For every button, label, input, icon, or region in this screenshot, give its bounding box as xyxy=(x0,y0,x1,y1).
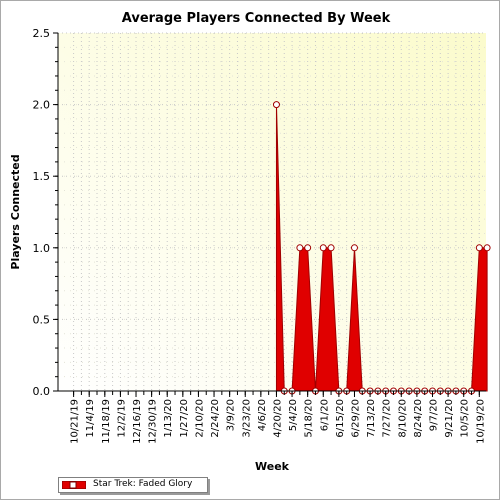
x-axis-label: Week xyxy=(255,460,290,473)
y-axis-label: Players Connected xyxy=(9,154,22,269)
y-tick-label: 0.5 xyxy=(33,313,51,326)
legend: Star Trek: Faded Glory xyxy=(58,477,208,493)
x-tick-label: 11/4/19 xyxy=(85,399,96,438)
x-tick-label: 3/9/20 xyxy=(226,399,237,431)
x-tick-label: 11/18/19 xyxy=(101,399,112,444)
x-tick-label: 8/10/20 xyxy=(397,399,408,438)
x-tick-label: 2/10/20 xyxy=(194,399,205,438)
y-tick-label: 2.0 xyxy=(33,99,51,112)
data-point-marker xyxy=(319,244,327,252)
x-tick-label: 10/21/19 xyxy=(70,399,81,444)
x-tick-label: 1/27/20 xyxy=(179,399,190,438)
y-axis-ticks: 0.0 0.5 1.0 1.5 2.0 2.5 xyxy=(33,27,58,398)
data-point-marker xyxy=(327,244,335,252)
x-tick-label: 6/15/20 xyxy=(335,399,346,438)
x-tick-label: 5/18/20 xyxy=(304,399,315,438)
y-tick-label: 1.0 xyxy=(33,242,51,255)
x-tick-label: 9/21/20 xyxy=(444,399,455,438)
x-axis-ticks: 10/21/19 11/4/19 11/18/19 12/2/19 12/16/19 12… xyxy=(70,391,486,444)
data-point-marker xyxy=(483,244,491,252)
data-point-marker xyxy=(475,244,483,252)
x-tick-label: 6/1/20 xyxy=(319,399,330,431)
y-tick-label: 1.5 xyxy=(33,170,51,183)
data-point-marker xyxy=(296,244,304,252)
x-tick-label: 12/2/19 xyxy=(116,399,127,438)
legend-swatch xyxy=(62,481,86,489)
x-tick-label: 12/16/19 xyxy=(132,399,143,444)
x-tick-label: 6/29/20 xyxy=(350,399,361,438)
chart-title: Average Players Connected By Week xyxy=(122,11,391,26)
x-tick-label: 10/19/20 xyxy=(475,399,486,444)
axes xyxy=(57,33,486,392)
x-tick-label: 8/24/20 xyxy=(413,399,424,438)
x-tick-label: 10/5/20 xyxy=(460,399,471,438)
x-tick-label: 7/27/20 xyxy=(382,399,393,438)
data-point-marker xyxy=(304,244,312,252)
x-tick-label: 12/30/19 xyxy=(148,399,159,444)
x-tick-label: 2/24/20 xyxy=(210,399,221,438)
x-tick-label: 4/20/20 xyxy=(272,399,283,438)
legend-series-label: Star Trek: Faded Glory xyxy=(93,479,193,489)
x-tick-label: 4/6/20 xyxy=(257,399,268,431)
x-tick-label: 1/13/20 xyxy=(163,399,174,438)
data-point-marker xyxy=(272,101,280,109)
data-point-marker xyxy=(350,244,358,252)
y-tick-label: 0.0 xyxy=(33,385,51,398)
x-tick-label: 9/7/20 xyxy=(429,399,440,431)
x-tick-label: 3/23/20 xyxy=(241,399,252,438)
x-tick-label: 7/13/20 xyxy=(366,399,377,438)
y-tick-label: 2.5 xyxy=(33,27,51,40)
x-tick-label: 5/4/20 xyxy=(288,399,299,431)
plot-area xyxy=(58,33,486,391)
